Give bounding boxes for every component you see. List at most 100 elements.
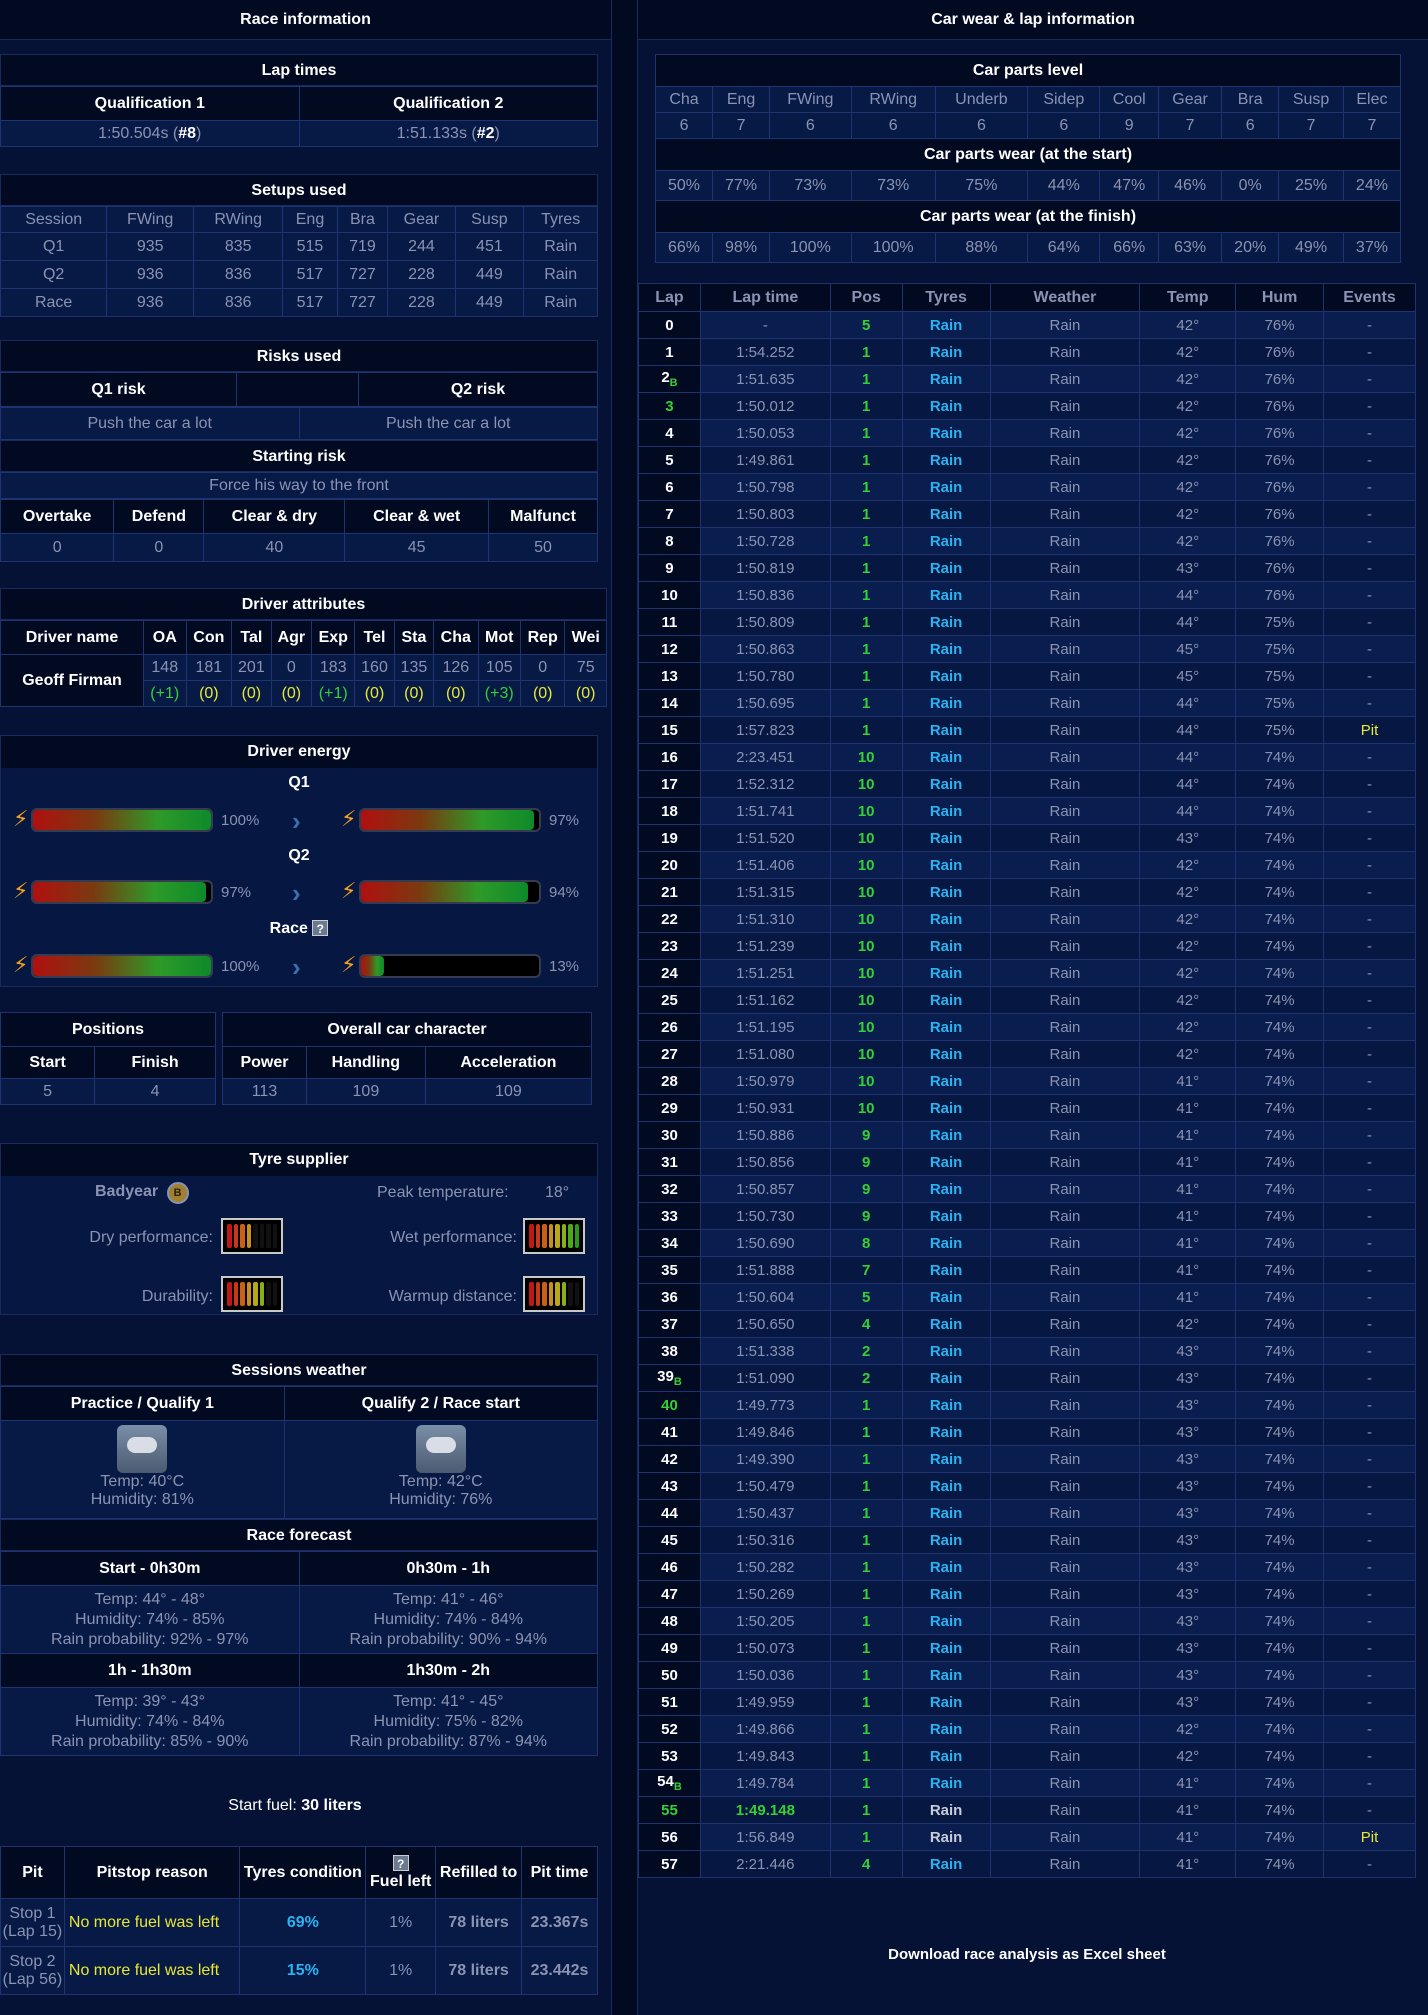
lap-weather: Rain [989,1175,1141,1203]
tyre-brand: Badyear B [95,1182,189,1204]
badge-b-icon: B [669,377,678,389]
energy-start-pct: 97% [221,884,252,901]
lap-number-text: 29 [661,1099,678,1117]
pit-refilled: 78 liters [435,1946,523,1995]
lap-row: 30 1:50.886 9 Rain Rain 41° 74% - [638,1121,1416,1149]
risk-value: 45 [344,533,490,562]
lap-time: 1:50.053 [699,419,831,447]
driver-attr-value: 181 [185,654,233,681]
lap-humidity: 74% [1235,1526,1325,1554]
car-parts-section: Car parts level Cha Eng FWing RWing Underb Sid… [654,54,1402,263]
car-part-start-wear: 47% [1099,170,1160,201]
car-part-start-wear: 46% [1158,170,1223,201]
lap-weather: Rain [989,1337,1141,1365]
lap-time: 1:49.959 [699,1688,831,1716]
positions-header: Positions [0,1012,216,1047]
help-icon[interactable]: ? [392,1854,409,1871]
pit-row: Stop 2 (Lap 56) No more fuel was left 15% 1%… [0,1946,598,1995]
pit-stop: Stop 2 (Lap 56) [0,1946,65,1995]
lap-humidity: 76% [1235,311,1325,339]
car-part-finish-wear: 37% [1342,232,1402,263]
lap-time: 1:51.406 [699,851,831,879]
meter-segment [568,1224,573,1248]
meter-segment [227,1282,232,1306]
lap-position: 1 [829,1418,903,1446]
pitstops-section: Pit Pitstop reason Tyres condition? Fuel le… [0,1846,598,1995]
driver-col-header: Exp [311,620,356,655]
lap-weather: Rain [989,1202,1141,1230]
energy-fill [361,882,529,902]
lap-number-text: 43 [661,1477,678,1495]
tyre-supplier-header: Tyre supplier [1,1144,597,1176]
lap-tyres: Rain [901,1310,991,1338]
lap-number-text: 0 [665,316,674,334]
energy-end-pct: 13% [549,958,580,975]
lap-temp: 42° [1139,338,1237,366]
forecast-period: 1h - 1h30m [0,1653,300,1688]
lap-number: 44 [638,1499,701,1527]
lap-temp: 44° [1139,743,1237,771]
energy-bolt-icon: ⚡ [341,878,357,903]
lap-row: 15 1:57.823 1 Rain Rain 44° 75% Pit [638,716,1416,744]
setup-cell: 451 [454,232,525,261]
lap-weather: Rain [989,905,1141,933]
car-part-name: FWing [769,86,852,113]
lap-temp: 42° [1139,473,1237,501]
forecast-period: Start - 0h30m [0,1551,300,1586]
help-icon[interactable]: ? [312,920,329,936]
energy-end-pct: 97% [549,812,580,829]
car-character-section: Overall car character Power Handling Acc… [222,1012,593,1105]
lap-tyres: Rain [901,716,991,744]
meter-segment [253,1282,258,1306]
meter-segment [574,1224,579,1248]
lap-event: - [1323,1553,1416,1581]
lap-number: 7 [638,500,701,528]
lap-time: 1:51.315 [699,878,831,906]
lap-time: 1:50.728 [699,527,831,555]
sessions-weather-header: Sessions weather [0,1354,598,1386]
durability-meter [221,1276,283,1312]
lap-row: 7 1:50.803 1 Rain Rain 42° 76% - [638,500,1416,528]
lap-number: 48 [638,1607,701,1635]
pit-reason: No more fuel was left [63,1898,241,1947]
lap-weather: Rain [989,473,1141,501]
lap-tyres: Rain [901,1229,991,1257]
car-parts-finish-wear-header: Car parts wear (at the finish) [655,200,1401,233]
setup-cell: 517 [282,260,338,289]
energy-bar-end [359,880,541,904]
lap-row: 52 1:49.866 1 Rain Rain 42° 74% - [638,1715,1416,1743]
lap-temp: 43° [1139,1607,1237,1635]
lap-tyres: Rain [901,689,991,717]
lap-event: - [1323,419,1416,447]
lap-event: - [1323,1526,1416,1554]
chevron-right-icon: › [292,806,301,836]
car-part-level: 9 [1099,112,1160,139]
lap-temp: 42° [1139,959,1237,987]
lap-time: 1:49.866 [699,1715,831,1743]
lap-humidity: 76% [1235,338,1325,366]
driver-attr-value: 126 [433,654,479,681]
car-part-level: 6 [1221,112,1280,139]
lap-time: 1:51.080 [699,1040,831,1068]
setup-cell: 515 [282,232,338,261]
lap-time: 1:50.479 [699,1472,831,1500]
driver-attr-change: (+1) [311,680,356,707]
driver-name[interactable]: Geoff Firman [0,654,144,707]
lap-event: - [1323,1580,1416,1608]
driver-attr-change: (0) [564,680,607,707]
lap-humidity: 74% [1235,959,1325,987]
lap-row: 13 1:50.780 1 Rain Rain 45° 75% - [638,662,1416,690]
lap-position: 1 [829,338,903,366]
download-excel-link[interactable]: Download race analysis as Excel sheet [888,1946,1166,1963]
lap-row: 42 1:49.390 1 Rain Rain 43° 74% - [638,1445,1416,1473]
driver-attributes-section: Driver attributes Driver name OA Con Tal Agr… [0,588,607,707]
lap-tyres: Rain [901,1580,991,1608]
lap-weather: Rain [989,635,1141,663]
lap-weather: Rain [989,1850,1141,1878]
badge-b-icon: B [673,1781,682,1793]
lap-time: 1:50.650 [699,1310,831,1338]
lap-event: - [1323,1769,1416,1797]
acceleration-header: Acceleration [424,1046,593,1079]
lap-tyres: Rain [901,1634,991,1662]
lap-humidity: 74% [1235,1310,1325,1338]
